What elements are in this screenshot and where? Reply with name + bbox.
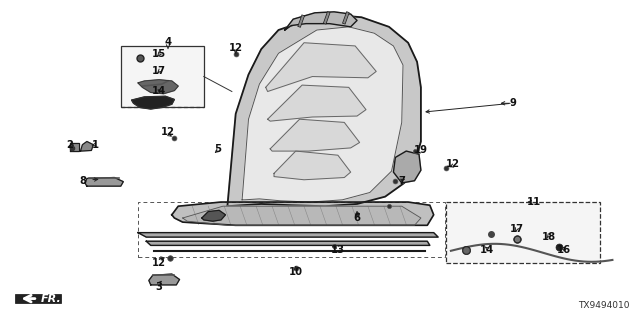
Text: 6: 6 [353, 213, 360, 223]
Polygon shape [81, 141, 93, 151]
Text: 1: 1 [92, 140, 99, 150]
Text: 12: 12 [446, 159, 460, 169]
Text: 8: 8 [79, 176, 86, 186]
Bar [121, 46, 204, 108]
Text: 15: 15 [152, 49, 166, 59]
Text: 14: 14 [480, 245, 495, 255]
Bar [447, 202, 600, 263]
Polygon shape [149, 274, 179, 285]
Polygon shape [138, 233, 438, 237]
Text: 12: 12 [161, 127, 175, 137]
Polygon shape [274, 151, 351, 180]
Text: 11: 11 [527, 197, 541, 207]
Polygon shape [182, 206, 421, 225]
Text: 16: 16 [557, 245, 571, 255]
Text: 12: 12 [228, 43, 243, 53]
Text: 3: 3 [156, 283, 163, 292]
Polygon shape [285, 12, 357, 30]
Text: FR.: FR. [40, 293, 61, 304]
Polygon shape [270, 119, 360, 151]
Polygon shape [138, 80, 178, 94]
Text: 14: 14 [152, 85, 166, 96]
Polygon shape [202, 210, 225, 221]
Polygon shape [85, 178, 124, 186]
Text: 17: 17 [509, 224, 524, 235]
Text: 4: 4 [164, 37, 172, 47]
Text: 5: 5 [214, 144, 221, 154]
Text: 7: 7 [398, 176, 405, 186]
Polygon shape [266, 43, 376, 92]
Text: 12: 12 [152, 258, 166, 268]
Polygon shape [394, 151, 421, 183]
Polygon shape [15, 294, 61, 303]
Text: 10: 10 [289, 267, 303, 277]
Polygon shape [227, 14, 421, 206]
Polygon shape [242, 27, 403, 202]
Text: 9: 9 [509, 98, 516, 108]
Text: 19: 19 [414, 145, 428, 155]
Polygon shape [172, 202, 434, 225]
Text: 18: 18 [541, 232, 556, 242]
Polygon shape [147, 241, 430, 245]
Polygon shape [70, 143, 79, 151]
Text: TX9494010: TX9494010 [578, 301, 630, 310]
Polygon shape [132, 96, 174, 109]
Text: 13: 13 [331, 245, 345, 255]
Text: 2: 2 [66, 140, 73, 150]
Text: 17: 17 [152, 67, 166, 76]
Polygon shape [268, 85, 366, 121]
